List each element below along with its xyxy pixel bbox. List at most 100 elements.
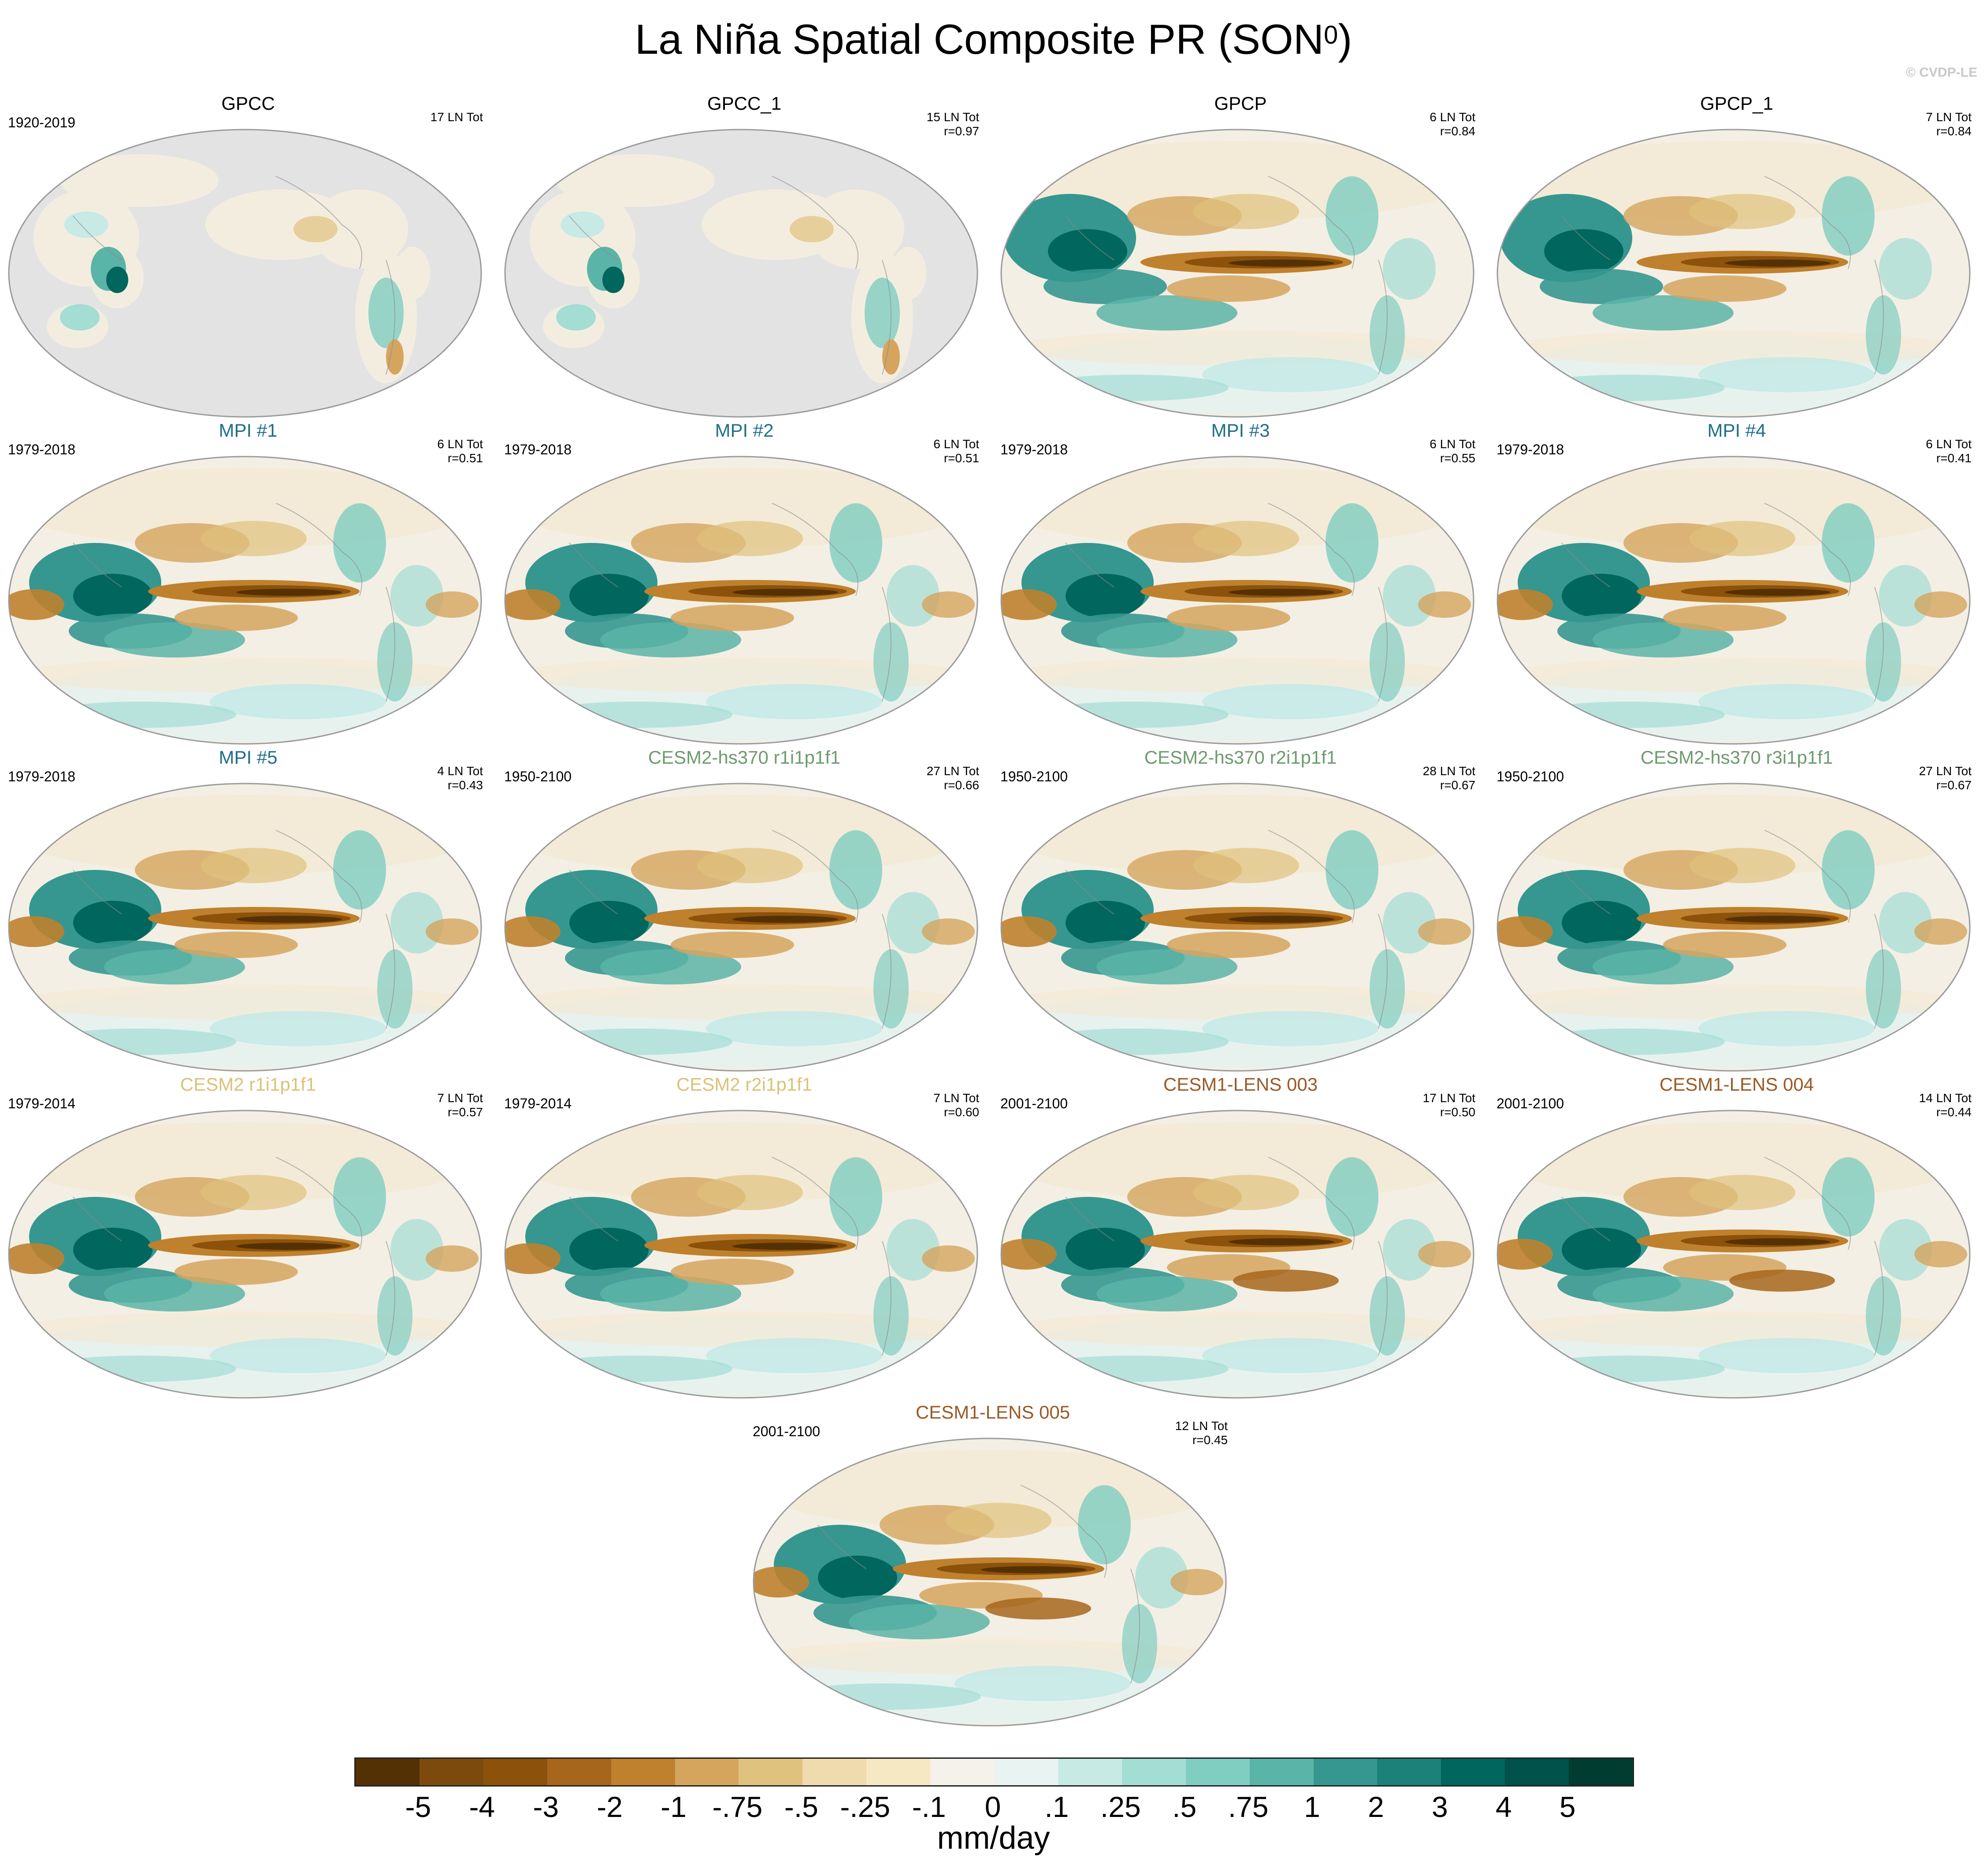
- colorbar-swatch: [1058, 1759, 1122, 1785]
- panel-period: 1979-2018: [8, 769, 76, 784]
- panel-title: MPI #5: [219, 747, 278, 768]
- composite-map: [1000, 456, 1474, 745]
- panel-event-count: 17 LN Tot: [1422, 1091, 1475, 1105]
- panel-correlation: r=0.43: [447, 778, 483, 792]
- composite-map: [504, 1110, 978, 1399]
- panel-event-count: 6 LN Tot: [437, 437, 483, 451]
- colorbar: [354, 1757, 1634, 1787]
- composite-map: [1497, 1110, 1971, 1399]
- colorbar-tick-label: -.25: [840, 1791, 891, 1823]
- colorbar-tick-label: .75: [1228, 1791, 1269, 1823]
- colorbar-swatch: [1505, 1759, 1570, 1785]
- colorbar-swatch: [1249, 1759, 1314, 1785]
- panel-period: 1979-2018: [504, 442, 572, 457]
- panel-period: 1979-2018: [1000, 442, 1068, 457]
- composite-map: [1497, 783, 1971, 1072]
- map-panel: GPCC 1920-2019 17 LN Tot: [0, 93, 496, 418]
- panel-correlation: r=0.41: [1936, 451, 1972, 465]
- map-panel: CESM2-hs370 r3i1p1f1 1950-2100 27 LN Tot r=…: [1489, 747, 1985, 1072]
- panel-correlation: r=0.66: [943, 778, 979, 792]
- composite-map: [8, 456, 482, 745]
- panel-event-count: 4 LN Tot: [437, 764, 483, 778]
- panel-title: GPCC_1: [707, 93, 782, 114]
- composite-map: [504, 783, 978, 1072]
- map-panel: CESM2-hs370 r2i1p1f1 1950-2100 28 LN Tot r=…: [992, 747, 1489, 1072]
- colorbar-tick-label: .25: [1100, 1791, 1141, 1823]
- panel-correlation: r=0.50: [1440, 1105, 1475, 1119]
- panel-period: 1920-2019: [8, 115, 76, 130]
- panel-event-count: 17 LN Tot: [430, 110, 483, 124]
- composite-map: [1497, 456, 1971, 745]
- panel-event-count: 15 LN Tot: [926, 110, 979, 124]
- map-panel: GPCC_1 15 LN Tot r=0.97: [496, 93, 992, 418]
- panel-event-count: 6 LN Tot: [933, 437, 979, 451]
- colorbar-tick-label: 5: [1559, 1791, 1576, 1823]
- panel-period: 1979-2014: [504, 1096, 572, 1111]
- panel-title: MPI #2: [715, 420, 774, 441]
- map-panel: CESM2-hs370 r1i1p1f1 1950-2100 27 LN Tot r=…: [496, 747, 992, 1072]
- colorbar-swatch: [356, 1759, 420, 1785]
- panel-title: GPCP: [1214, 93, 1267, 114]
- panel-correlation: r=0.60: [943, 1105, 979, 1119]
- map-panel: GPCP_1 7 LN Tot r=0.84: [1489, 93, 1985, 418]
- panel-event-count: 14 LN Tot: [1919, 1091, 1972, 1105]
- panel-title: MPI #1: [219, 420, 278, 441]
- panel-period: 1979-2018: [1497, 442, 1564, 457]
- panel-period: 1979-2014: [8, 1096, 76, 1111]
- map-panel: CESM1-LENS 004 2001-2100 14 LN Tot r=0.44: [1489, 1074, 1985, 1399]
- composite-map: [8, 783, 482, 1072]
- map-panel: MPI #3 1979-2018 6 LN Tot r=0.55: [992, 420, 1489, 745]
- panel-event-count: 12 LN Tot: [1175, 1419, 1228, 1433]
- panel-title: CESM2-hs370 r1i1p1f1: [648, 747, 841, 768]
- panel-period: 1950-2100: [1000, 769, 1068, 784]
- panel-correlation: r=0.84: [1440, 124, 1475, 138]
- panel-event-count: 7 LN Tot: [1926, 110, 1972, 124]
- colorbar-swatch: [1185, 1759, 1250, 1785]
- colorbar-swatch: [1441, 1759, 1506, 1785]
- map-panel: MPI #2 1979-2018 6 LN Tot r=0.51: [496, 420, 992, 745]
- colorbar-tick-label: 1: [1304, 1791, 1320, 1823]
- colorbar-tick-label: -2: [597, 1791, 623, 1823]
- panel-correlation: r=0.67: [1440, 778, 1475, 792]
- panel-event-count: 7 LN Tot: [437, 1091, 483, 1105]
- panel-event-count: 27 LN Tot: [926, 764, 979, 778]
- panel-correlation: r=0.51: [447, 451, 483, 465]
- panel-correlation: r=0.97: [943, 124, 979, 138]
- colorbar-tick-label: .5: [1172, 1791, 1197, 1823]
- composite-map: [1000, 129, 1474, 418]
- panel-title: CESM1-LENS 004: [1659, 1074, 1814, 1095]
- colorbar-tick-label: -.5: [784, 1791, 818, 1823]
- colorbar-tick-label: -.1: [912, 1791, 946, 1823]
- composite-map: [1000, 1110, 1474, 1399]
- panel-title: MPI #3: [1211, 420, 1270, 441]
- panel-period: 2001-2100: [1497, 1096, 1564, 1111]
- panel-event-count: 6 LN Tot: [1430, 110, 1475, 124]
- panel-period: 2001-2100: [753, 1423, 821, 1439]
- colorbar-swatch: [930, 1759, 995, 1785]
- colorbar-swatch: [866, 1759, 931, 1785]
- map-panel: CESM1-LENS 005 2001-2100 12 LN Tot r=0.45: [745, 1401, 1241, 1727]
- panel-correlation: r=0.55: [1440, 451, 1475, 465]
- colorbar-swatch: [994, 1759, 1058, 1785]
- panel-title: GPCP_1: [1700, 93, 1773, 114]
- map-panel: MPI #1 1979-2018 6 LN Tot r=0.51: [0, 420, 496, 745]
- map-panel: CESM1-LENS 003 2001-2100 17 LN Tot r=0.50: [992, 1074, 1489, 1399]
- panel-event-count: 28 LN Tot: [1422, 764, 1475, 778]
- panel-title: MPI #4: [1707, 420, 1766, 441]
- colorbar-tick-label: -5: [405, 1791, 431, 1823]
- colorbar-tick-label: -.75: [712, 1791, 763, 1823]
- colorbar-tick-label: -1: [661, 1791, 687, 1823]
- colorbar-tick-label: 2: [1368, 1791, 1384, 1823]
- panel-event-count: 27 LN Tot: [1919, 764, 1972, 778]
- colorbar-tick-label: -3: [533, 1791, 559, 1823]
- colorbar-swatch: [739, 1759, 803, 1785]
- panel-period: 1950-2100: [504, 769, 572, 784]
- panel-correlation: r=0.57: [447, 1105, 483, 1119]
- panel-title: CESM1-LENS 003: [1163, 1074, 1318, 1095]
- colorbar-swatch: [675, 1759, 739, 1785]
- colorbar-tick-label: .1: [1044, 1791, 1069, 1823]
- panel-correlation: r=0.67: [1936, 778, 1972, 792]
- colorbar-swatch: [1377, 1759, 1442, 1785]
- composite-map: [1000, 783, 1474, 1072]
- panel-correlation: r=0.84: [1936, 124, 1972, 138]
